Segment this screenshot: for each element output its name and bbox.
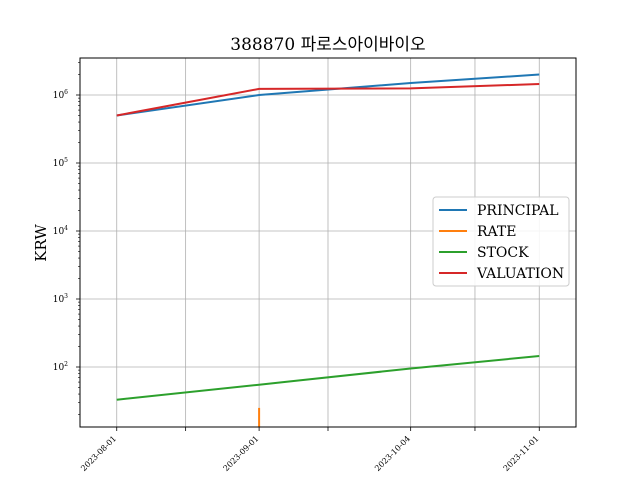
- y-axis-label: KRW: [32, 224, 50, 262]
- y-tick-label: 103: [53, 293, 68, 305]
- series-line-stock: [116, 355, 540, 401]
- legend-box: [432, 196, 570, 287]
- y-tick-label: 102: [53, 361, 68, 373]
- legend-label: PRINCIPAL: [477, 203, 559, 219]
- y-tick-label: 106: [53, 89, 68, 101]
- series-layer: [116, 73, 540, 427]
- series-line-valuation: [116, 83, 540, 117]
- legend: PRINCIPAL RATE STOCK VALUATION: [432, 196, 570, 287]
- legend-label: RATE: [477, 224, 516, 240]
- legend-label: STOCK: [477, 245, 529, 261]
- x-tick-label: 2023-11-01: [502, 434, 541, 473]
- x-tick-label: 2023-10-04: [373, 434, 412, 473]
- y-tick-label: 105: [53, 157, 68, 169]
- legend-label: VALUATION: [476, 266, 564, 282]
- x-tick-label: 2023-09-01: [222, 434, 261, 473]
- x-tick-label: 2023-08-01: [79, 434, 118, 473]
- chart-title: 388870 파로스아이바이오: [230, 35, 425, 55]
- y-tick-label: 104: [53, 225, 68, 237]
